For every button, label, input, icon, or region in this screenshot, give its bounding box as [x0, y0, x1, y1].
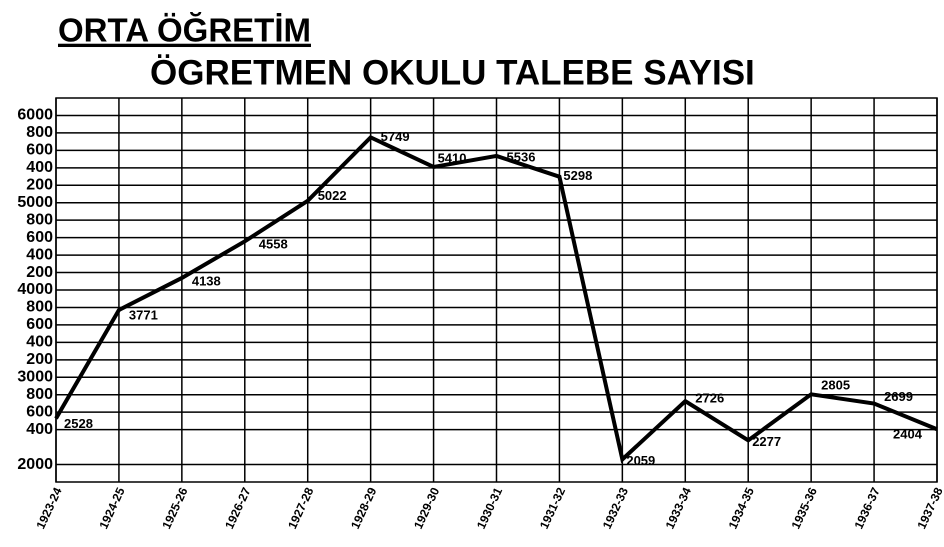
y-tick-label: 600: [26, 316, 53, 333]
y-tick-label: 400: [26, 421, 53, 438]
y-tick-label: 5000: [17, 194, 53, 211]
y-tick-label: 400: [26, 159, 53, 176]
x-tick-label: 1925-26: [159, 485, 190, 531]
y-tick-label: 800: [26, 386, 53, 403]
x-tick-label: 1924-25: [96, 485, 127, 531]
y-tick-label: 800: [26, 211, 53, 228]
value-label: 2726: [695, 391, 724, 406]
x-tick-label: 1926-27: [222, 485, 253, 531]
value-label: 3771: [129, 307, 158, 322]
x-tick-label: 1927-28: [285, 485, 316, 531]
value-label: 4138: [192, 273, 221, 288]
x-tick-label: 1937-38: [914, 485, 944, 531]
x-tick-label: 1933-34: [663, 485, 694, 531]
x-tick-label: 1932-33: [600, 485, 631, 531]
value-label: 5298: [563, 168, 592, 183]
y-tick-label: 2000: [17, 456, 53, 473]
value-label: 5536: [507, 149, 536, 164]
y-tick-label: 200: [26, 176, 53, 193]
value-label: 2699: [884, 389, 913, 404]
y-tick-label: 800: [26, 299, 53, 316]
y-tick-label: 200: [26, 351, 53, 368]
x-tick-label: 1931-32: [537, 485, 568, 531]
y-tick-label: 4000: [17, 281, 53, 298]
chart-subtitle: ÖGRETMEN OKULU TALEBE SAYISI: [150, 53, 755, 92]
x-tick-label: 1923-24: [33, 485, 64, 531]
x-tick-label: 1934-35: [726, 485, 757, 531]
y-tick-label: 3000: [17, 368, 53, 385]
value-label: 2404: [893, 427, 923, 442]
y-tick-label: 800: [26, 124, 53, 141]
y-tick-label: 400: [26, 246, 53, 263]
value-label: 2059: [626, 453, 655, 468]
x-tick-label: 1929-30: [411, 485, 442, 531]
x-tick-label: 1936-37: [851, 485, 882, 531]
value-label: 2528: [64, 416, 93, 431]
value-label: 2277: [752, 434, 781, 449]
x-tick-label: 1928-29: [348, 485, 379, 531]
chart-title: ORTA ÖĞRETİM: [58, 12, 311, 49]
y-tick-label: 600: [26, 142, 53, 159]
value-label: 5410: [438, 150, 467, 165]
value-label: 2805: [821, 378, 850, 393]
x-tick-label: 1935-36: [789, 485, 820, 531]
data-line: [54, 134, 938, 464]
x-tick-label: 1930-31: [474, 485, 505, 531]
value-label: 5749: [381, 129, 410, 144]
y-tick-label: 6000: [17, 107, 53, 124]
y-tick-label: 600: [26, 403, 53, 420]
y-tick-label: 600: [26, 229, 53, 246]
value-label: 4558: [259, 237, 288, 252]
y-tick-label: 200: [26, 264, 53, 281]
value-label: 5022: [318, 188, 347, 203]
y-tick-label: 400: [26, 334, 53, 351]
